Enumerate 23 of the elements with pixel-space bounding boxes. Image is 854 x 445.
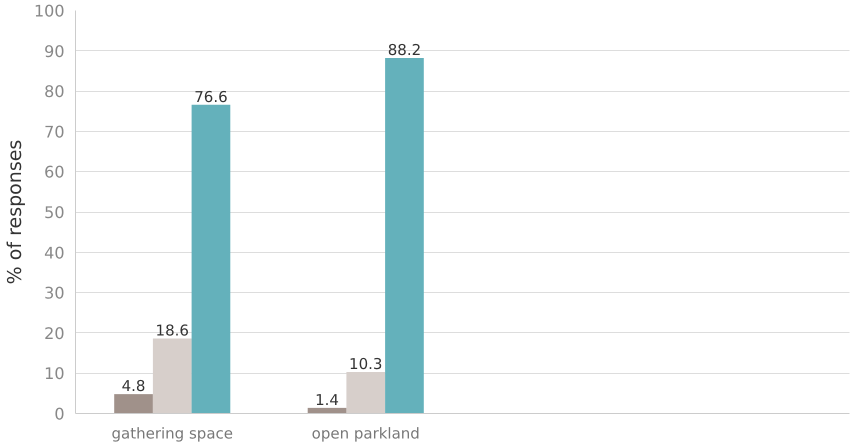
- data-label: 88.2: [388, 41, 422, 60]
- y-tick-label: 60: [44, 162, 64, 182]
- data-label: 18.6: [156, 322, 189, 340]
- x-tick-label: open parkland: [312, 424, 420, 442]
- y-tick-label: 0: [54, 404, 65, 424]
- y-tick-label: 70: [44, 122, 64, 142]
- bar: [192, 104, 230, 414]
- data-label: 4.8: [122, 377, 146, 396]
- bar: [385, 58, 424, 414]
- bar: [114, 394, 153, 414]
- y-tick-label: 30: [44, 284, 64, 303]
- y-axis-title: % of responses: [4, 140, 26, 284]
- y-tick-label: 80: [44, 82, 64, 102]
- x-tick-label: gathering space: [112, 424, 233, 442]
- y-tick-label: 50: [44, 203, 64, 222]
- y-tick-label: 100: [34, 2, 65, 20]
- y-tick-label: 20: [44, 324, 64, 343]
- y-tick-label: 40: [44, 243, 64, 262]
- data-label: 1.4: [315, 390, 339, 409]
- y-tick-label: 90: [44, 42, 64, 61]
- y-tick-label: 10: [44, 364, 64, 384]
- data-label: 76.6: [194, 88, 228, 106]
- data-label: 10.3: [349, 354, 382, 373]
